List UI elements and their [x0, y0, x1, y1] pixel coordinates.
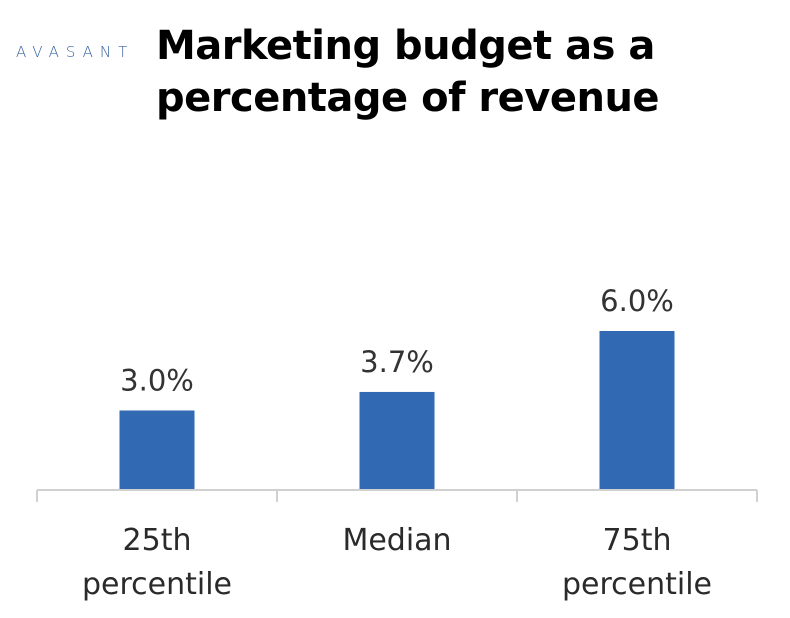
avasant-logo: AVASANT [16, 43, 135, 61]
data-label-2: 6.0% [600, 284, 674, 318]
bar-0 [119, 410, 195, 490]
chart-title-line-2: percentage of revenue [156, 75, 660, 121]
chart-title-line-1: Marketing budget as a [156, 23, 655, 69]
data-label-0: 3.0% [120, 364, 194, 398]
x-tick-label-0-1: percentile [82, 567, 232, 602]
data-label-1: 3.7% [360, 345, 434, 379]
bar-1 [359, 391, 435, 490]
bar-2 [599, 331, 675, 490]
x-tick-label-2-0: 75th [603, 523, 672, 558]
x-tick-label-2-1: percentile [562, 567, 712, 602]
x-tick-label-1-0: Median [342, 523, 451, 558]
x-tick-label-0-0: 25th [123, 523, 192, 558]
chart-title: Marketing budget as a percentage of reve… [156, 20, 676, 124]
